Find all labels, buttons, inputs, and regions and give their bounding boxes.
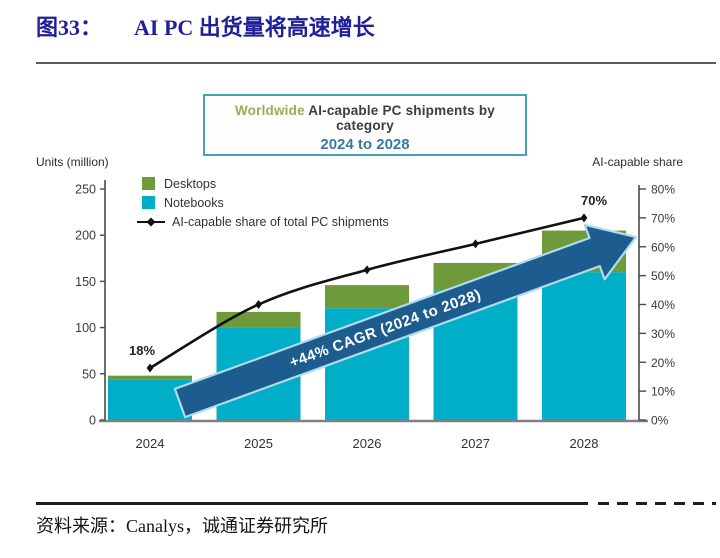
chart-title-line1: Worldwide AI-capable PC shipments by cat… <box>205 103 525 133</box>
x-tick-2026: 2026 <box>353 436 382 451</box>
svg-text:0: 0 <box>89 414 96 428</box>
svg-text:70%: 70% <box>651 211 675 225</box>
legend-label-desktops: Desktops <box>164 176 217 191</box>
figure-header: 图33： AI PC 出货量将高速增长 <box>36 10 375 42</box>
svg-text:50: 50 <box>82 367 96 381</box>
svg-text:60%: 60% <box>651 240 675 254</box>
axes-group: 0 50 100 150 200 250 0% 10% 20% 30% 40% 50% 60% 70% 80… <box>75 180 675 451</box>
svg-text:0%: 0% <box>651 414 669 428</box>
chart-title-daterange: 2024 to 2028 <box>320 136 410 153</box>
svg-text:100: 100 <box>75 321 96 335</box>
source-note: 资料来源：Canalys，诚通证券研究所 <box>36 516 328 536</box>
x-tick-2025: 2025 <box>244 436 273 451</box>
figure-number: 图33： <box>36 15 103 40</box>
svg-text:50%: 50% <box>651 269 675 283</box>
chart-plot: 0 50 100 150 200 250 0% 10% 20% 30% 40% 50% 60% 70% 80… <box>75 180 675 451</box>
svg-text:10%: 10% <box>651 385 675 399</box>
share-line: 18% 70% <box>129 193 607 373</box>
legend-line-marker-icon <box>137 217 165 226</box>
share-point-2028 <box>580 213 588 223</box>
legend-swatch-notebooks-icon <box>142 196 155 209</box>
footer-divider <box>36 502 716 505</box>
svg-text:150: 150 <box>75 275 96 289</box>
right-axis-title: AI-capable share <box>592 155 683 169</box>
svg-text:250: 250 <box>75 183 96 197</box>
svg-text:80%: 80% <box>651 183 675 197</box>
share-point-label-2028: 70% <box>581 193 607 208</box>
legend-swatch-desktops-icon <box>142 177 155 190</box>
share-point-2025 <box>255 300 262 309</box>
share-point-2027 <box>472 239 479 249</box>
bar-desktops-2024 <box>108 375 192 380</box>
footer-divider-solid <box>36 502 588 505</box>
chart-area: 0 50 100 150 200 250 0% 10% 20% 30% 40% 50% 60% 70% 80… <box>36 94 683 451</box>
svg-text:200: 200 <box>75 229 96 243</box>
header-divider <box>36 62 716 64</box>
share-point-2024 <box>146 363 154 373</box>
legend-label-notebooks: Notebooks <box>164 195 224 210</box>
share-point-label-2024: 18% <box>129 343 155 358</box>
svg-text:30%: 30% <box>651 327 675 341</box>
chart-title-box: Worldwide AI-capable PC shipments by cat… <box>203 94 527 156</box>
chart-legend: Desktops Notebooks AI-capable share of t… <box>137 174 389 231</box>
legend-label-share: AI-capable share of total PC shipments <box>172 214 389 229</box>
chart-title-main: AI-capable PC shipments by category <box>304 103 495 133</box>
x-tick-2028: 2028 <box>570 436 599 451</box>
legend-item-notebooks: Notebooks <box>142 193 389 212</box>
svg-text:20%: 20% <box>651 356 675 370</box>
legend-item-desktops: Desktops <box>142 174 389 193</box>
bar-notebooks-2028 <box>542 272 626 420</box>
chart-title-highlight: Worldwide <box>234 103 305 118</box>
svg-text:40%: 40% <box>651 298 675 312</box>
legend-item-share-line: AI-capable share of total PC shipments <box>137 212 389 231</box>
x-tick-2024: 2024 <box>136 436 165 451</box>
share-point-2026 <box>363 265 371 275</box>
figure-title: AI PC 出货量将高速增长 <box>134 15 375 40</box>
bar-desktops-2026 <box>325 285 409 309</box>
footer-divider-dashed <box>598 502 716 505</box>
x-tick-2027: 2027 <box>461 436 490 451</box>
left-axis-title: Units (million) <box>36 155 109 169</box>
